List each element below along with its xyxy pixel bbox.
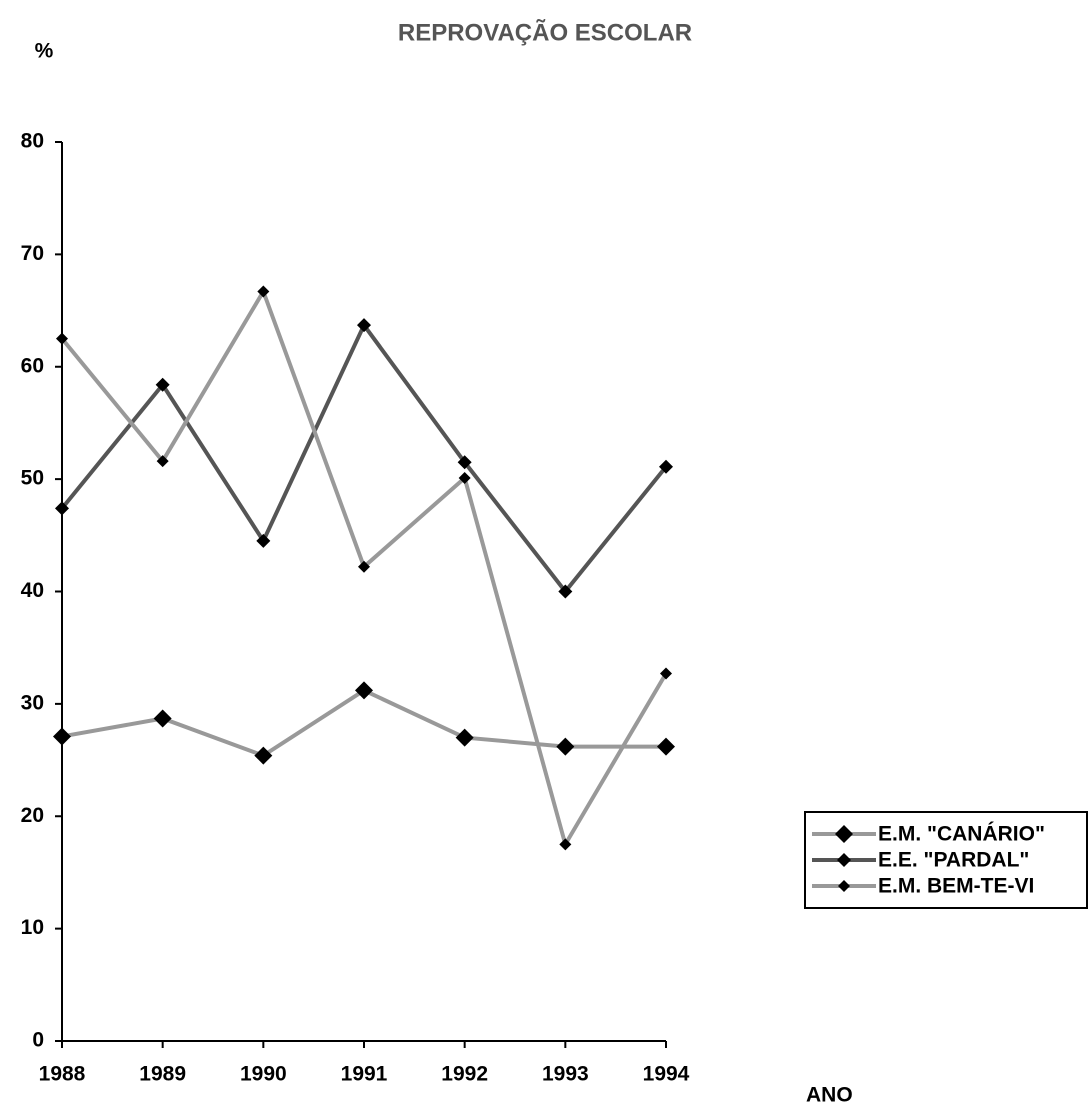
point-marker bbox=[559, 838, 572, 851]
point-marker bbox=[156, 455, 169, 468]
series-line bbox=[61, 688, 666, 758]
legend-marker bbox=[838, 880, 850, 892]
legend-marker bbox=[835, 825, 853, 843]
point-marker bbox=[257, 285, 270, 298]
point-marker bbox=[556, 737, 575, 756]
x-tick-label: 1994 bbox=[643, 1063, 690, 1086]
y-tick-label: 40 bbox=[21, 579, 44, 602]
point-marker bbox=[659, 459, 673, 474]
chart-title: REPROVAÇÃO ESCOLAR bbox=[398, 18, 692, 46]
point-marker bbox=[254, 746, 273, 765]
point-marker bbox=[53, 727, 71, 746]
legend-label: E.M. BEM-TE-VI bbox=[878, 875, 1034, 898]
x-tick-label: 1988 bbox=[39, 1063, 86, 1086]
legend-label: E.E. "PARDAL" bbox=[878, 849, 1029, 872]
point-marker bbox=[55, 501, 69, 516]
point-marker bbox=[256, 533, 271, 548]
x-axis-label: ANO bbox=[806, 1084, 853, 1107]
x-tick-label: 1989 bbox=[139, 1063, 186, 1086]
point-marker bbox=[56, 332, 68, 345]
point-marker bbox=[458, 472, 471, 485]
point-marker bbox=[558, 584, 573, 599]
x-tick-label: 1990 bbox=[240, 1063, 287, 1086]
y-tick-label: 50 bbox=[21, 467, 44, 490]
x-tick-label: 1991 bbox=[341, 1063, 388, 1086]
legend-label: E.M. "CANÁRIO" bbox=[878, 823, 1045, 846]
point-marker bbox=[153, 709, 172, 728]
point-marker bbox=[660, 667, 672, 680]
point-marker bbox=[455, 728, 474, 747]
point-marker bbox=[357, 318, 371, 333]
y-tick-label: 0 bbox=[32, 1029, 44, 1052]
y-tick-label: 70 bbox=[21, 242, 44, 265]
series-line bbox=[60, 321, 668, 595]
x-tick-label: 1993 bbox=[542, 1063, 589, 1086]
y-tick-label: 80 bbox=[21, 130, 44, 153]
point-marker bbox=[657, 737, 675, 756]
y-axis-label: % bbox=[35, 40, 54, 63]
point-marker bbox=[358, 560, 370, 573]
point-marker bbox=[457, 455, 472, 470]
point-marker bbox=[155, 377, 170, 392]
y-tick-label: 60 bbox=[21, 354, 44, 377]
y-tick-label: 10 bbox=[21, 916, 44, 939]
x-tick-label: 1992 bbox=[441, 1063, 488, 1086]
y-tick-label: 30 bbox=[21, 691, 44, 714]
point-marker bbox=[355, 681, 373, 700]
legend-marker bbox=[837, 853, 851, 867]
y-tick-label: 20 bbox=[21, 804, 44, 827]
